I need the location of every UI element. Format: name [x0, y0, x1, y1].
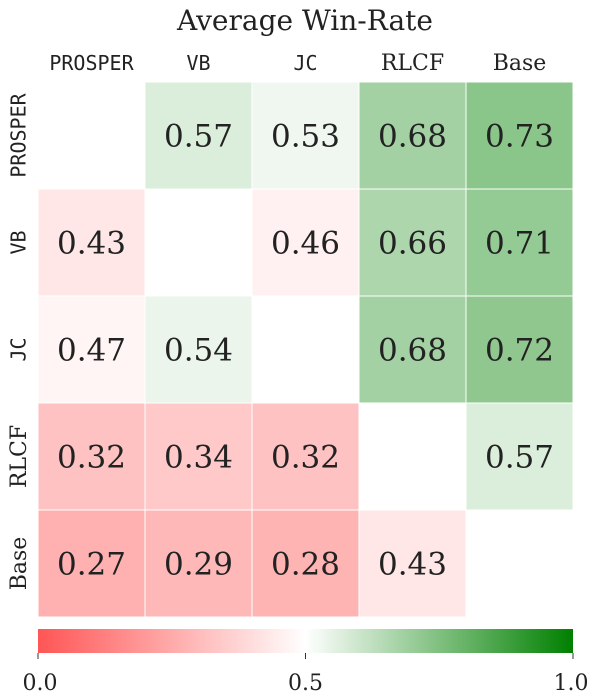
- heatmap-value-label: 0.43: [378, 547, 447, 583]
- column-label: JC: [293, 51, 317, 75]
- heatmap-value-label: 0.57: [485, 440, 554, 476]
- heatmap-value-label: 0.73: [485, 119, 554, 155]
- column-label: Base: [493, 51, 547, 76]
- colorbar-tick-label: 0.5: [288, 671, 323, 696]
- heatmap-value-label: 0.27: [57, 547, 126, 583]
- heatmap-cell: [251, 188, 360, 297]
- heatmap-value-label: 0.29: [164, 547, 233, 583]
- colorbar-ticks: 0.0 0.5 1.0: [23, 653, 589, 696]
- heatmap-cell: [465, 81, 574, 190]
- heatmap-value-label: 0.72: [485, 333, 554, 369]
- heatmap-cell: [465, 188, 574, 297]
- row-label: RLCF: [7, 425, 32, 488]
- heatmap-value-label: 0.28: [271, 547, 340, 583]
- heatmap-value-label: 0.68: [378, 119, 447, 155]
- row-label: PROSPER: [7, 92, 31, 177]
- column-label: RLCF: [381, 51, 444, 76]
- heatmap-value-label: 0.57: [164, 119, 233, 155]
- heatmap-cell: [465, 402, 574, 511]
- heatmap-value-label: 0.32: [57, 440, 126, 476]
- heatmap-value-label: 0.71: [485, 226, 554, 262]
- heatmap-cell: [465, 295, 574, 404]
- heatmap-cell: [358, 81, 467, 190]
- heatmap-value-label: 0.46: [271, 226, 340, 262]
- heatmap-value-label: 0.54: [164, 333, 233, 369]
- row-label: VB: [7, 230, 31, 254]
- heatmap-cell: [144, 509, 253, 618]
- heatmap-value-label: 0.43: [57, 226, 126, 262]
- colorbar-tick-label: 1.0: [554, 671, 589, 696]
- heatmap-cells: [37, 81, 574, 618]
- heatmap-cell: [37, 402, 146, 511]
- heatmap-value-label: 0.47: [57, 333, 126, 369]
- row-label: JC: [7, 337, 31, 361]
- colorbar-tick-label: 0.0: [23, 671, 58, 696]
- heatmap-value-labels: 0.57 0.53 0.68 0.73 0.43 0.46 0.66 0.71 0.47 0.54…: [57, 119, 554, 583]
- heatmap-value-label: 0.53: [271, 119, 340, 155]
- heatmap-cell: [251, 509, 360, 618]
- heatmap-cell: [37, 509, 146, 618]
- heatmap-cell: [144, 81, 253, 190]
- heatmap-cell: [144, 402, 253, 511]
- heatmap-value-label: 0.32: [271, 440, 340, 476]
- heatmap-value-label: 0.34: [164, 440, 233, 476]
- column-label: VB: [186, 51, 210, 75]
- chart-title: Average Win-Rate: [176, 4, 433, 37]
- row-label: Base: [7, 537, 32, 591]
- heatmap-cell: [358, 509, 467, 618]
- heatmap-cell: [144, 295, 253, 404]
- column-label: PROSPER: [49, 51, 134, 75]
- heatmap-cell: [37, 188, 146, 297]
- heatmap-value-label: 0.68: [378, 333, 447, 369]
- row-labels: PROSPER VB JC RLCF Base: [7, 92, 33, 590]
- heatmap-cell: [251, 81, 360, 190]
- heatmap-cell: [251, 402, 360, 511]
- colorbar: [38, 629, 573, 653]
- heatmap-value-label: 0.66: [378, 226, 447, 262]
- column-labels: PROSPER VB JC RLCF Base: [49, 51, 546, 76]
